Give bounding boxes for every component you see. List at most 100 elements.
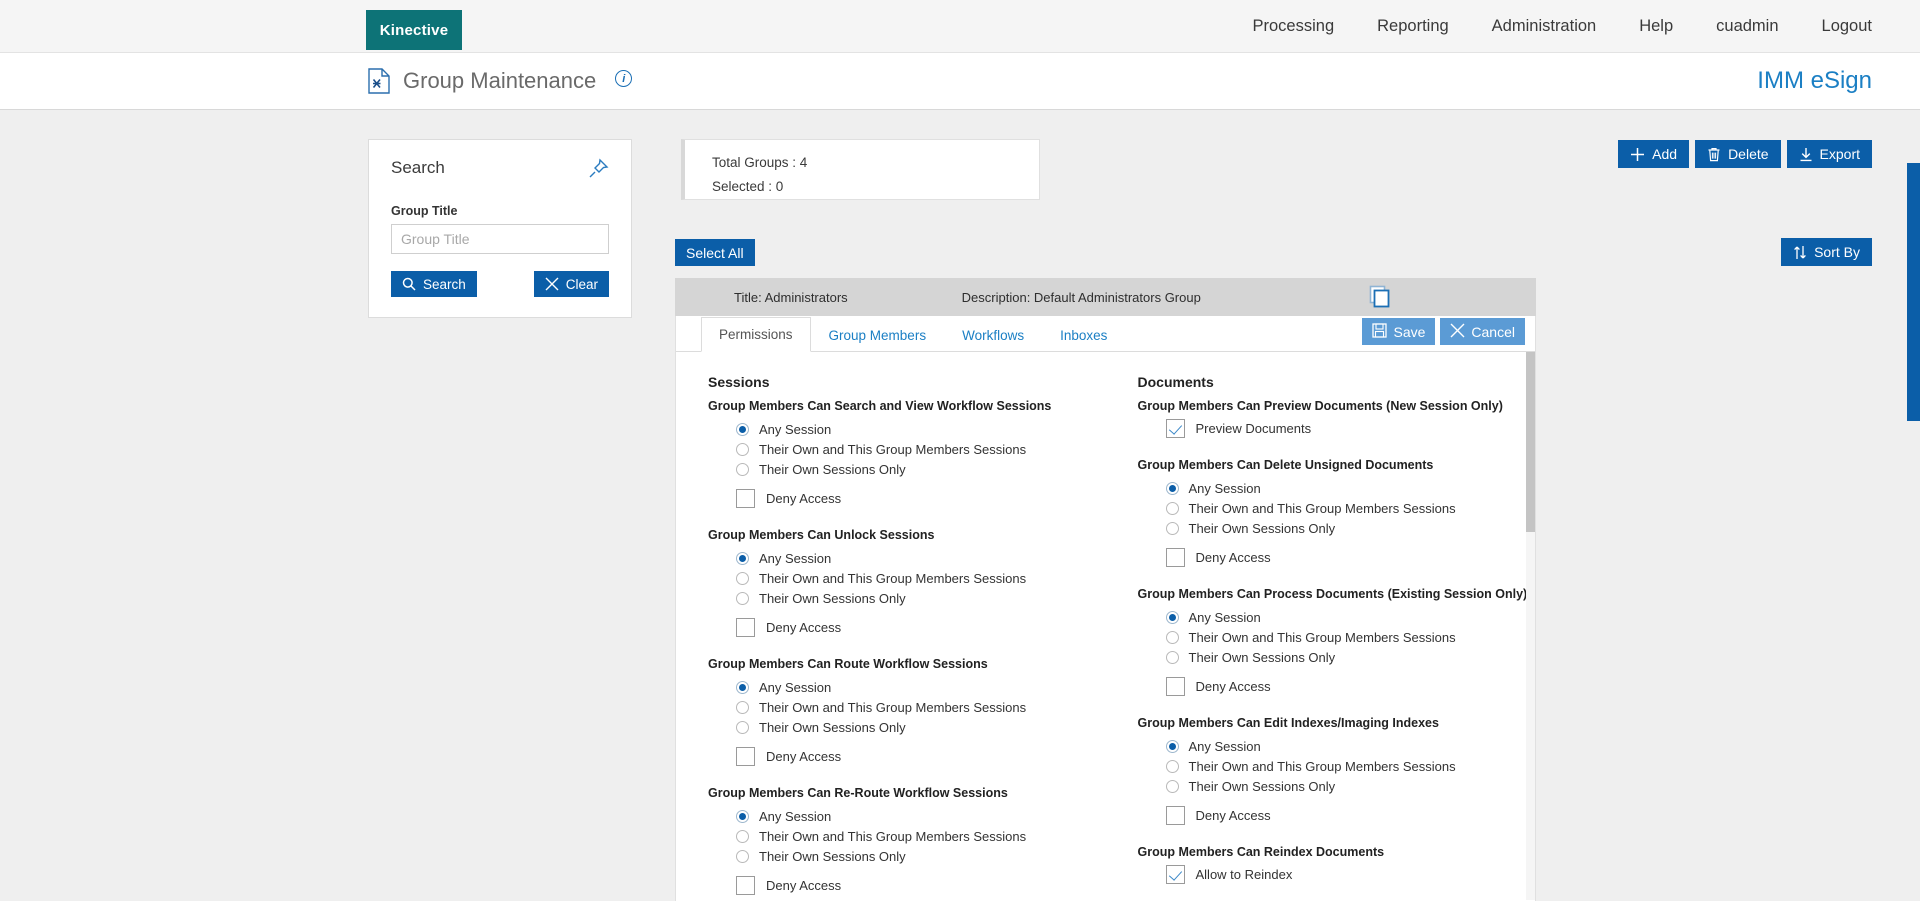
radio-option-their-own-sessions-only[interactable]: Their Own Sessions Only (1165, 647, 1536, 667)
deny-access-checkbox[interactable]: Deny Access (1165, 548, 1536, 567)
search-panel: Search Group Title Search (368, 139, 632, 318)
radio-icon[interactable] (736, 462, 749, 476)
radio-option-their-own-and-this-group-members-sessions[interactable]: Their Own and This Group Members Session… (1165, 498, 1536, 518)
nav-item-logout[interactable]: Logout (1821, 17, 1872, 35)
tab-workflows[interactable]: Workflows (962, 327, 1025, 343)
nav-item-administration[interactable]: Administration (1491, 17, 1597, 35)
checkbox-icon[interactable] (736, 747, 755, 766)
page-scrollbar[interactable] (1907, 163, 1920, 901)
tab-permissions[interactable]: Permissions (701, 317, 811, 352)
radio-icon[interactable] (736, 571, 749, 585)
radio-icon[interactable] (736, 422, 749, 436)
radio-icon[interactable] (1165, 501, 1179, 515)
clear-button[interactable]: Clear (533, 271, 609, 297)
radio-option-their-own-and-this-group-members-sessions[interactable]: Their Own and This Group Members Session… (1165, 627, 1536, 647)
checkbox-icon[interactable] (1165, 548, 1185, 567)
radio-option-label: Any Session (1188, 609, 1261, 625)
radio-option-their-own-sessions-only[interactable]: Their Own Sessions Only (736, 459, 1106, 479)
radio-icon[interactable] (736, 551, 749, 565)
radio-icon[interactable] (736, 442, 749, 456)
radio-icon[interactable] (1165, 759, 1179, 773)
radio-icon[interactable] (1165, 779, 1179, 793)
tab-group-members[interactable]: Group Members (828, 327, 927, 343)
radio-option-any-session[interactable]: Any Session (1165, 478, 1536, 498)
deny-access-checkbox[interactable]: Deny Access (1165, 806, 1536, 825)
checkbox-preview-documents[interactable]: Preview Documents (1165, 419, 1536, 438)
deny-access-checkbox[interactable]: Deny Access (1165, 677, 1536, 696)
radio-option-their-own-sessions-only[interactable]: Their Own Sessions Only (1165, 518, 1536, 538)
checkbox-icon[interactable] (736, 618, 755, 637)
checkbox-allow-to-reindex[interactable]: Allow to Reindex (1165, 865, 1536, 884)
nav-item-processing[interactable]: Processing (1252, 17, 1335, 35)
search-button[interactable]: Search (391, 271, 477, 297)
sort-by-button[interactable]: Sort By (1781, 238, 1872, 266)
radio-option-any-session[interactable]: Any Session (736, 677, 1106, 697)
checkbox-icon[interactable] (1165, 419, 1185, 438)
tab-inboxes[interactable]: Inboxes (1060, 327, 1108, 343)
save-button[interactable]: Save (1362, 318, 1436, 345)
checkbox-icon[interactable] (1165, 865, 1185, 884)
add-button[interactable]: Add (1618, 140, 1690, 168)
pin-icon[interactable] (587, 158, 609, 180)
radio-option-their-own-and-this-group-members-sessions[interactable]: Their Own and This Group Members Session… (736, 439, 1106, 459)
group-row[interactable]: Title: Administrators Description: Defau… (675, 278, 1536, 316)
radio-icon[interactable] (736, 809, 749, 823)
radio-option-their-own-and-this-group-members-sessions[interactable]: Their Own and This Group Members Session… (736, 697, 1106, 717)
radio-icon[interactable] (1165, 521, 1179, 535)
radio-icon[interactable] (736, 591, 749, 605)
radio-option-their-own-sessions-only[interactable]: Their Own Sessions Only (736, 717, 1106, 737)
radio-option-any-session[interactable]: Any Session (1165, 607, 1536, 627)
radio-icon[interactable] (1165, 739, 1179, 753)
radio-option-any-session[interactable]: Any Session (736, 419, 1106, 439)
radio-icon[interactable] (736, 720, 749, 734)
nav-item-reporting[interactable]: Reporting (1377, 17, 1449, 35)
panel-scrollbar-thumb[interactable] (1526, 352, 1535, 532)
radio-option-their-own-and-this-group-members-sessions[interactable]: Their Own and This Group Members Session… (736, 826, 1106, 846)
select-all-button[interactable]: Select All (675, 239, 755, 266)
permission-label: Group Members Can Unlock Sessions (708, 528, 935, 542)
cancel-button[interactable]: Cancel (1440, 318, 1525, 345)
radio-icon[interactable] (736, 849, 749, 863)
brand-logo[interactable]: Kinective (366, 10, 462, 50)
export-button[interactable]: Export (1786, 140, 1872, 168)
copy-icon[interactable] (1367, 284, 1391, 310)
radio-icon[interactable] (1165, 630, 1179, 644)
delete-button[interactable]: Delete (1695, 140, 1781, 168)
radio-option-their-own-sessions-only[interactable]: Their Own Sessions Only (1165, 776, 1536, 796)
checkbox-icon[interactable] (736, 489, 755, 508)
info-icon[interactable]: i (615, 70, 633, 87)
deny-access-checkbox[interactable]: Deny Access (736, 618, 1106, 637)
radio-option-their-own-sessions-only[interactable]: Their Own Sessions Only (736, 588, 1106, 608)
page-scrollbar-thumb[interactable] (1907, 163, 1920, 421)
deny-access-label: Deny Access (766, 878, 842, 893)
nav-item-username[interactable]: cuadmin (1716, 17, 1779, 35)
radio-icon[interactable] (736, 680, 749, 694)
radio-option-any-session[interactable]: Any Session (736, 548, 1106, 568)
deny-access-checkbox[interactable]: Deny Access (736, 747, 1106, 766)
checkbox-icon[interactable] (736, 876, 755, 895)
permission-label: Group Members Can Delete Unsigned Docume… (1137, 458, 1434, 472)
radio-icon[interactable] (736, 829, 749, 843)
download-icon (1799, 147, 1813, 162)
radio-option-their-own-sessions-only[interactable]: Their Own Sessions Only (736, 846, 1106, 866)
radio-option-any-session[interactable]: Any Session (736, 806, 1106, 826)
group-title-input[interactable] (391, 224, 609, 254)
radio-option-label: Their Own Sessions Only (1188, 520, 1336, 536)
checkbox-icon[interactable] (1165, 806, 1185, 825)
deny-access-checkbox[interactable]: Deny Access (736, 489, 1106, 508)
main-navigation: Processing Reporting Administration Help… (1253, 0, 1873, 53)
deny-access-label: Deny Access (766, 620, 842, 635)
checkbox-label: Preview Documents (1195, 421, 1312, 436)
radio-icon[interactable] (1165, 650, 1179, 664)
radio-option-their-own-and-this-group-members-sessions[interactable]: Their Own and This Group Members Session… (736, 568, 1106, 588)
radio-option-any-session[interactable]: Any Session (1165, 736, 1536, 756)
radio-icon[interactable] (736, 700, 749, 714)
nav-item-help[interactable]: Help (1639, 17, 1674, 35)
checkbox-icon[interactable] (1165, 677, 1185, 696)
radio-icon[interactable] (1165, 481, 1179, 495)
radio-option-their-own-and-this-group-members-sessions[interactable]: Their Own and This Group Members Session… (1165, 756, 1536, 776)
deny-access-checkbox[interactable]: Deny Access (736, 876, 1106, 895)
add-button-label: Add (1652, 146, 1678, 162)
panel-scrollbar[interactable] (1526, 352, 1535, 900)
radio-icon[interactable] (1165, 610, 1179, 624)
